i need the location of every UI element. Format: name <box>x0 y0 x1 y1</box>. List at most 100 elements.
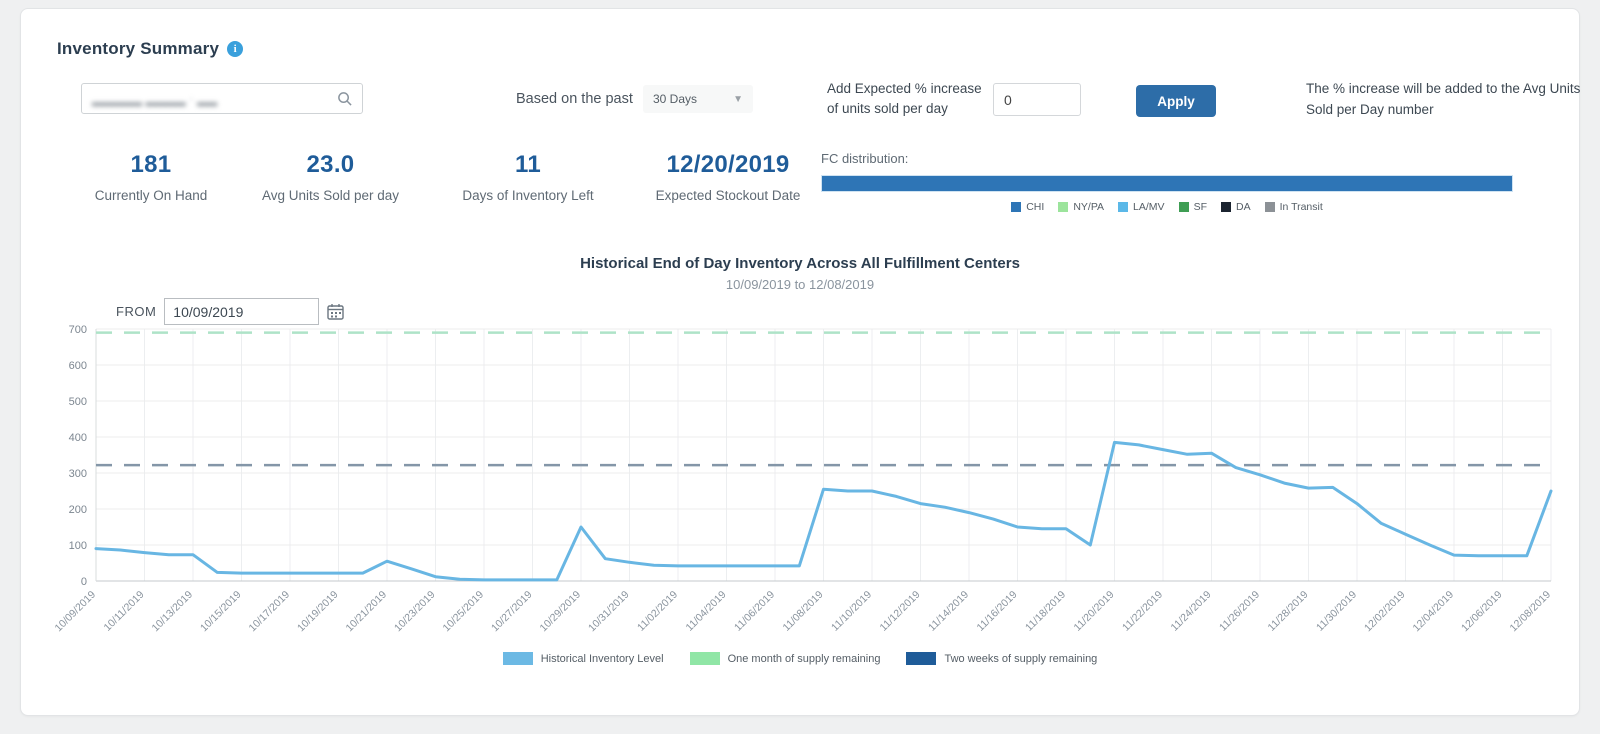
svg-text:10/17/2019: 10/17/2019 <box>246 589 292 635</box>
stat-value: 11 <box>515 151 541 178</box>
svg-text:0: 0 <box>81 576 87 588</box>
chart-legend-item: Two weeks of supply remaining <box>906 652 1097 665</box>
legend-label: CHI <box>1026 201 1045 213</box>
stat-label: Expected Stockout Date <box>655 188 801 203</box>
from-date-control: FROM <box>116 298 344 325</box>
svg-text:12/04/2019: 12/04/2019 <box>1410 589 1456 635</box>
period-dropdown[interactable]: 30 Days ▼ <box>643 85 753 113</box>
svg-text:11/06/2019: 11/06/2019 <box>732 589 777 634</box>
fc-distribution-label: FC distribution: <box>821 151 909 166</box>
svg-text:11/20/2019: 11/20/2019 <box>1072 589 1117 634</box>
legend-label: In Transit <box>1279 201 1323 213</box>
svg-text:400: 400 <box>69 432 87 444</box>
stat-label: Currently On Hand <box>94 188 208 203</box>
svg-text:11/04/2019: 11/04/2019 <box>684 589 729 634</box>
search-redacted-value: ▂▂▂▂▂ ▂▂▂▂ · ▂▂ <box>92 90 218 106</box>
svg-text:300: 300 <box>69 468 87 480</box>
calendar-icon[interactable] <box>327 303 344 320</box>
legend-swatch-icon <box>689 652 720 665</box>
legend-swatch-icon <box>1058 202 1069 212</box>
legend-label: NY/PA <box>1073 201 1105 213</box>
fc-distribution: FC distribution: CHI NY/PA LA/MV SF DA In Tra… <box>821 151 1513 213</box>
svg-text:700: 700 <box>69 324 87 336</box>
legend-label: Two weeks of supply remaining <box>944 652 1098 665</box>
svg-text:600: 600 <box>69 360 87 372</box>
svg-text:10/13/2019: 10/13/2019 <box>149 589 195 635</box>
info-icon[interactable]: i <box>227 41 244 57</box>
fc-legend-item: NY/PA <box>1058 201 1104 213</box>
search-icon[interactable] <box>337 91 352 106</box>
stat-avg-units-sold: 23.0 Avg Units Sold per day <box>233 151 428 203</box>
svg-text:11/18/2019: 11/18/2019 <box>1023 589 1068 634</box>
inventory-line-chart: 0 100 200 300 400 500 600 700 10/09/2019 10/11/20… <box>51 321 1556 646</box>
svg-text:10/29/2019: 10/29/2019 <box>537 589 583 635</box>
legend-swatch-icon <box>906 652 937 665</box>
increase-label: Add Expected % increase of units sold pe… <box>827 81 982 116</box>
legend-label: One month of supply remaining <box>727 652 881 665</box>
stat-days-of-inventory: 11 Days of Inventory Left <box>433 151 623 203</box>
svg-text:10/19/2019: 10/19/2019 <box>295 589 341 635</box>
stat-value: 12/20/2019 <box>666 151 790 178</box>
legend-swatch-icon <box>1264 202 1275 212</box>
increase-helper-text: The % increase will be added to the Avg … <box>1306 81 1581 117</box>
svg-text:10/31/2019: 10/31/2019 <box>586 589 632 635</box>
svg-text:12/02/2019: 12/02/2019 <box>1362 589 1408 635</box>
legend-swatch-icon <box>1011 202 1022 212</box>
stat-value: 181 <box>130 151 172 178</box>
svg-text:10/25/2019: 10/25/2019 <box>440 589 486 635</box>
svg-text:11/30/2019: 11/30/2019 <box>1314 589 1359 634</box>
svg-text:11/10/2019: 11/10/2019 <box>829 589 874 634</box>
svg-text:11/24/2019: 11/24/2019 <box>1169 589 1214 634</box>
inventory-summary-card: Inventory Summary i ▂▂▂▂▂ ▂▂▂▂ · ▂▂ Base… <box>20 8 1580 716</box>
legend-label: LA/MV <box>1133 201 1165 213</box>
svg-text:10/23/2019: 10/23/2019 <box>392 589 438 635</box>
page-header: Inventory Summary i <box>57 39 244 59</box>
svg-text:11/28/2019: 11/28/2019 <box>1266 589 1311 634</box>
stat-label: Avg Units Sold per day <box>261 188 400 203</box>
legend-label: DA <box>1235 201 1251 213</box>
legend-label: SF <box>1193 201 1207 213</box>
stat-label: Days of Inventory Left <box>462 188 594 203</box>
product-search-input[interactable]: ▂▂▂▂▂ ▂▂▂▂ · ▂▂ <box>81 83 363 114</box>
legend-swatch-icon <box>1118 202 1129 212</box>
legend-label: Historical Inventory Level <box>540 652 664 665</box>
fc-legend-item: LA/MV <box>1118 201 1165 213</box>
svg-text:11/02/2019: 11/02/2019 <box>635 589 680 634</box>
fc-legend-item: SF <box>1178 201 1207 213</box>
stat-value: 23.0 <box>306 151 355 178</box>
fc-segment-chi <box>822 176 1512 191</box>
fc-legend-item: In Transit <box>1264 201 1323 213</box>
fc-distribution-bar <box>821 175 1513 192</box>
period-dropdown-value: 30 Days <box>653 92 698 106</box>
legend-swatch-icon <box>502 652 533 665</box>
apply-button[interactable]: Apply <box>1136 85 1216 117</box>
svg-text:10/11/2019: 10/11/2019 <box>102 589 147 634</box>
fc-legend-item: DA <box>1220 201 1251 213</box>
chart-subtitle: 10/09/2019 to 12/08/2019 <box>725 277 875 292</box>
legend-swatch-icon <box>1178 202 1189 212</box>
svg-text:10/21/2019: 10/21/2019 <box>343 589 389 635</box>
chart-legend-item: One month of supply remaining <box>689 652 881 665</box>
fc-legend-item: CHI <box>1011 201 1044 213</box>
fc-distribution-legend: CHI NY/PA LA/MV SF DA In Transit <box>821 201 1513 213</box>
svg-text:10/15/2019: 10/15/2019 <box>198 589 244 635</box>
svg-text:11/12/2019: 11/12/2019 <box>878 589 923 634</box>
svg-text:11/14/2019: 11/14/2019 <box>926 589 971 634</box>
chart-legend-item: Historical Inventory Level <box>502 652 664 665</box>
from-label: FROM <box>116 304 157 319</box>
svg-text:11/22/2019: 11/22/2019 <box>1120 589 1165 634</box>
increase-input[interactable] <box>993 83 1081 116</box>
svg-text:10/27/2019: 10/27/2019 <box>489 589 535 635</box>
svg-text:12/06/2019: 12/06/2019 <box>1459 589 1505 635</box>
svg-text:500: 500 <box>69 396 87 408</box>
svg-text:12/08/2019: 12/08/2019 <box>1507 589 1553 635</box>
page-title: Inventory Summary <box>57 39 220 58</box>
from-date-input[interactable] <box>164 298 320 325</box>
stat-currently-on-hand: 181 Currently On Hand <box>76 151 226 203</box>
svg-text:100: 100 <box>69 540 87 552</box>
svg-text:11/26/2019: 11/26/2019 <box>1217 589 1262 634</box>
svg-text:11/16/2019: 11/16/2019 <box>975 589 1020 634</box>
period-label: Based on the past <box>516 91 633 107</box>
stat-expected-stockout: 12/20/2019 Expected Stockout Date <box>628 151 828 203</box>
svg-text:200: 200 <box>69 504 87 516</box>
